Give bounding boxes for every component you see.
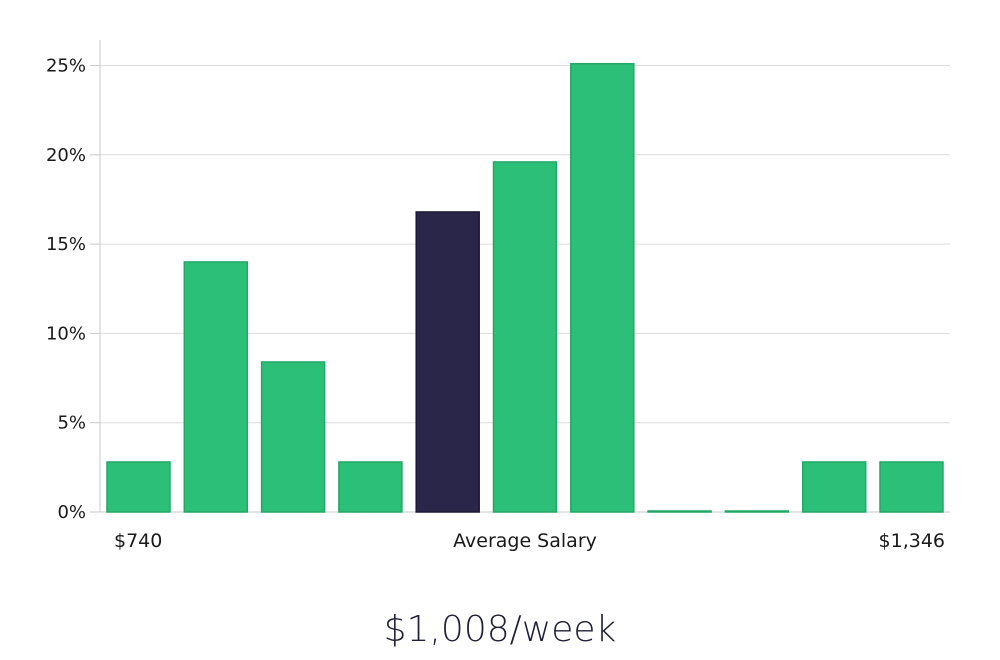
y-axis: 0% 5% 10% 15% 20% 25% [46, 40, 101, 523]
bar-average [415, 211, 480, 513]
bars [106, 62, 944, 513]
x-label-average: Average Salary [453, 530, 597, 552]
bar [106, 461, 171, 513]
bar [492, 161, 558, 513]
y-tick-label: 20% [46, 145, 86, 166]
x-label-max: $1,346 [879, 530, 945, 552]
y-tick-label: 15% [46, 234, 86, 255]
y-tick-label: 0% [57, 502, 86, 523]
y-tick-label: 10% [46, 323, 86, 344]
average-weekly-salary: $1,008/week [383, 609, 617, 650]
salary-distribution-chart: 0% 5% 10% 15% 20% 25% $740 Average Salary $1,… [46, 40, 950, 552]
x-axis: $740 Average Salary $1,346 [114, 530, 945, 552]
bar [724, 510, 790, 513]
y-tick-label: 25% [46, 56, 86, 77]
bar [338, 461, 403, 513]
bar [647, 510, 712, 513]
bar [570, 62, 635, 513]
x-label-min: $740 [114, 530, 162, 552]
bar [183, 261, 249, 513]
y-tick-label: 5% [57, 413, 86, 434]
bar [260, 361, 326, 513]
bar [879, 461, 944, 513]
bar [801, 461, 867, 513]
